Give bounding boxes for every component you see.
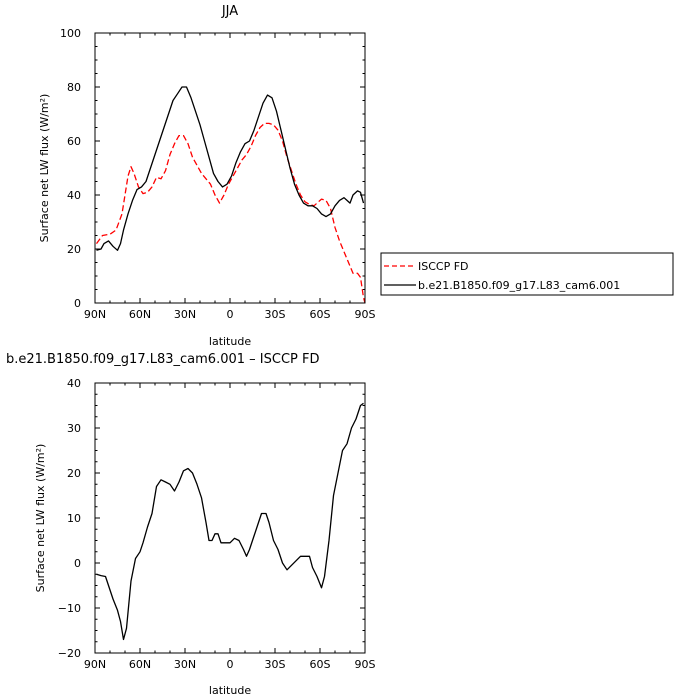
bottom-x-tick-labels: 90N 60N 30N 0 30S 60S 90S bbox=[84, 658, 376, 671]
bottom-y-tick-label: 0 bbox=[74, 557, 81, 570]
bottom-y-tick-label: 20 bbox=[67, 467, 81, 480]
top-x-tick-label: 60N bbox=[129, 308, 151, 321]
bottom-y-tick-label: 10 bbox=[67, 512, 81, 525]
bottom-x-tick-label: 60N bbox=[129, 658, 151, 671]
top-y-tick-label: 40 bbox=[67, 189, 81, 202]
bottom-y-axis-label: Surface net LW flux (W/m²) bbox=[34, 444, 47, 593]
bottom-x-tick-label: 90S bbox=[355, 658, 376, 671]
bottom-plot-frame bbox=[94, 382, 366, 654]
bottom-y-tick-label: −10 bbox=[58, 602, 81, 615]
bottom-series bbox=[96, 402, 364, 641]
bottom-x-axis-label: latitude bbox=[209, 684, 251, 697]
bottom-y-tick-label: −20 bbox=[58, 647, 81, 660]
top-series bbox=[95, 86, 366, 304]
top-x-tick-label: 30N bbox=[174, 308, 196, 321]
bottom-y-tick-label: 30 bbox=[67, 422, 81, 435]
top-y-tick-labels: 0 20 40 60 80 100 bbox=[60, 27, 81, 310]
top-series-line-model bbox=[96, 86, 365, 251]
top-x-tick-label: 90N bbox=[84, 308, 106, 321]
top-x-tick-labels: 90N 60N 30N 0 30S 60S 90S bbox=[84, 308, 376, 321]
top-x-tick-label: 90S bbox=[355, 308, 376, 321]
bottom-y-tick-label: 40 bbox=[67, 377, 81, 390]
top-chart-title: JJA bbox=[221, 4, 238, 19]
bottom-x-tick-label: 30S bbox=[265, 658, 286, 671]
top-y-tick-label: 80 bbox=[67, 81, 81, 94]
bottom-series-line-model bbox=[96, 402, 364, 641]
top-legend: ISCCP FD b.e21.B1850.f09_g17.L83_cam6.00… bbox=[380, 252, 674, 296]
legend-box bbox=[380, 252, 674, 296]
top-tick-marks bbox=[94, 32, 366, 304]
top-x-tick-label: 30S bbox=[265, 308, 286, 321]
legend-label-model: b.e21.B1850.f09_g17.L83_cam6.001 bbox=[418, 279, 620, 292]
bottom-chart-title: b.e21.B1850.f09_g17.L83_cam6.001 – ISCCP… bbox=[6, 352, 319, 367]
legend-label-isccp: ISCCP FD bbox=[418, 260, 469, 273]
top-series-line-isccp-fd bbox=[95, 122, 366, 304]
top-y-tick-label: 60 bbox=[67, 135, 81, 148]
bottom-x-tick-label: 60S bbox=[310, 658, 331, 671]
top-y-tick-label: 0 bbox=[74, 297, 81, 310]
top-y-tick-label: 20 bbox=[67, 243, 81, 256]
top-y-tick-label: 100 bbox=[60, 27, 81, 40]
bottom-x-tick-label: 90N bbox=[84, 658, 106, 671]
top-x-tick-label: 0 bbox=[227, 308, 234, 321]
bottom-tick-marks bbox=[94, 382, 366, 654]
bottom-x-tick-label: 0 bbox=[227, 658, 234, 671]
bottom-panel: b.e21.B1850.f09_g17.L83_cam6.001 – ISCCP… bbox=[6, 352, 376, 697]
bottom-x-tick-label: 30N bbox=[174, 658, 196, 671]
top-x-tick-label: 60S bbox=[310, 308, 331, 321]
top-panel: JJA Surface net LW flux (W/m²) latitude … bbox=[38, 4, 674, 348]
top-y-axis-label: Surface net LW flux (W/m²) bbox=[38, 94, 51, 243]
bottom-y-tick-labels: −20 −10 0 10 20 30 40 bbox=[58, 377, 81, 660]
top-x-axis-label: latitude bbox=[209, 335, 251, 348]
top-plot-frame bbox=[94, 32, 366, 304]
